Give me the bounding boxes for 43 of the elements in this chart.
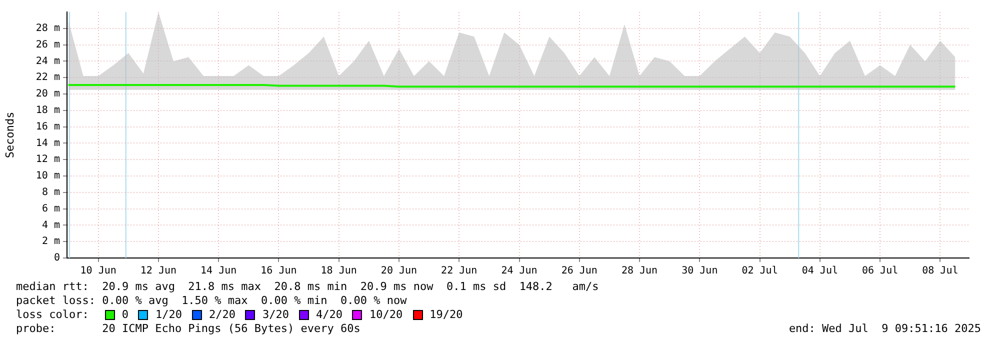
x-tick-label: 28 Jun <box>621 266 658 277</box>
y-tick-label: 22 m <box>36 72 60 84</box>
y-tick-label: 20 m <box>36 88 60 100</box>
y-tick-label: 0 <box>54 252 60 264</box>
legend-label: 0 <box>122 308 128 322</box>
y-tick-label: 14 m <box>36 138 60 149</box>
x-tick-label: 10 Jun <box>80 266 116 277</box>
legend-label: 3/20 <box>262 308 289 322</box>
legend-label: 4/20 <box>316 308 342 322</box>
legend-label: 2/20 <box>208 308 236 322</box>
y-tick-label: 2 m <box>42 236 60 248</box>
legend-label: 19/20 <box>430 308 463 322</box>
legend-label: 10/20 <box>369 308 403 322</box>
text: probe: 20 ICMP Echo Pings (56 Bytes) every 60s <box>16 322 360 336</box>
x-tick-label: 08 Jul <box>922 266 958 277</box>
x-tick-label: 06 Jul <box>862 266 898 277</box>
y-tick-label: 24 m <box>36 56 60 67</box>
y-tick-label: 16 m <box>36 121 60 132</box>
x-tick-label: 02 Jul <box>742 266 778 277</box>
x-tick-label: 26 Jun <box>561 266 598 277</box>
text: end: Wed Jul 9 09:51:16 2025 <box>788 322 981 336</box>
y-tick-label: 6 m <box>42 203 60 214</box>
x-tick-label: 14 Jun <box>200 266 237 277</box>
x-tick-label: 20 Jun <box>380 266 418 277</box>
y-axis-title: Seconds <box>3 112 16 158</box>
x-tick-label: 22 Jun <box>441 266 478 277</box>
y-tick-label: 10 m <box>36 170 60 182</box>
x-tick-label: 30 Jun <box>682 266 718 277</box>
y-tick-label: 8 m <box>42 186 60 198</box>
legend-label: 1/20 <box>155 308 182 322</box>
text: packet loss: 0.00 % avg 1.50 % max 0.00 % min 0.00 % now <box>16 294 408 308</box>
legend-title: loss color: <box>16 308 89 322</box>
y-tick-label: 4 m <box>42 220 60 231</box>
x-tick-label: 24 Jun <box>501 266 538 277</box>
x-tick-label: 16 Jun <box>260 266 297 277</box>
x-tick-label: 18 Jun <box>320 266 357 277</box>
text: median rtt: 20.9 ms avg 21.8 ms max 20.8 ms min 20.9 ms now 0.1 ms sd 148.2 am/s <box>16 280 600 294</box>
y-tick-label: 26 m <box>36 39 60 50</box>
y-tick-label: 12 m <box>36 154 60 166</box>
y-tick-label: 18 m <box>36 104 60 116</box>
x-tick-label: 04 Jul <box>802 266 838 277</box>
x-tick-label: 12 Jun <box>140 266 177 277</box>
y-tick-label: 28 m <box>36 22 60 34</box>
